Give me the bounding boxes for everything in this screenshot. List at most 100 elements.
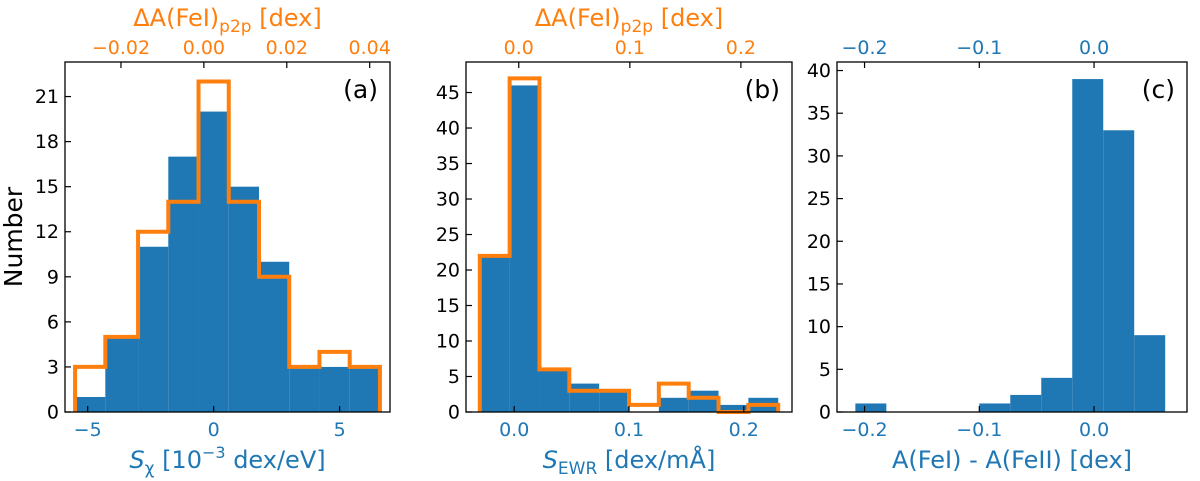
y-tick-label: 15 bbox=[35, 176, 59, 198]
y-tick-label: 45 bbox=[436, 82, 460, 104]
y-tick-label: 21 bbox=[35, 86, 59, 108]
y-tick-label: 35 bbox=[807, 103, 831, 125]
x-tick-label: 0.2 bbox=[729, 419, 759, 441]
panel-a: −5 0 5 0 3 6 9 12 15 18 21 −0.02 0.00 0.02 0.04 (a) ΔA(F… bbox=[0, 4, 391, 479]
hist-bar bbox=[349, 366, 380, 412]
hist-bar bbox=[718, 404, 749, 412]
axes-frame bbox=[64, 61, 391, 413]
y-tick-label: 20 bbox=[807, 231, 831, 253]
y-tick-label: 6 bbox=[47, 311, 59, 333]
top-tick-label: −0.2 bbox=[841, 37, 887, 59]
top-tick-label: 0.0 bbox=[504, 37, 534, 59]
hist-bar bbox=[138, 246, 169, 412]
y-tick-label: 5 bbox=[448, 366, 460, 388]
y-tick-label: 0 bbox=[448, 402, 460, 424]
y-tick-label: 15 bbox=[436, 295, 460, 317]
x-tick-label: 0 bbox=[208, 419, 220, 441]
top-axis-label-subscript: p2p bbox=[219, 17, 251, 37]
y-tick-label: 40 bbox=[436, 118, 460, 140]
x-tick-label: 0.0 bbox=[499, 419, 529, 441]
x-axis-label-symbol: S bbox=[543, 446, 558, 474]
x-tick-label: 5 bbox=[334, 419, 346, 441]
y-axis-label: Number bbox=[0, 186, 28, 287]
hist-bar bbox=[228, 186, 259, 412]
x-axis-label-subscript: χ bbox=[145, 459, 155, 479]
hist-bar bbox=[569, 383, 600, 412]
panel-label: (b) bbox=[745, 75, 780, 104]
axes-frame bbox=[836, 61, 1188, 413]
y-tick-label: 3 bbox=[47, 356, 59, 378]
x-axis-label-unit-end: dex/eV] bbox=[226, 446, 326, 474]
hist-bar bbox=[1103, 130, 1135, 413]
hist-bar bbox=[688, 390, 719, 412]
step-histogram bbox=[73, 79, 382, 412]
top-tick-label: −0.02 bbox=[92, 37, 150, 59]
top-axis-label-unit: [dex] bbox=[653, 4, 723, 32]
hist-bar bbox=[75, 396, 106, 412]
hist-bar bbox=[855, 403, 887, 412]
x-axis-label-symbol: S bbox=[129, 446, 144, 474]
hist-bar bbox=[539, 369, 570, 412]
hist-bar bbox=[979, 403, 1011, 412]
y-tick-label: 35 bbox=[436, 153, 460, 175]
hist-bar bbox=[479, 255, 510, 412]
x-tick-label: −0.1 bbox=[956, 419, 1002, 441]
x-axis-label-unit-start: [dex/m bbox=[597, 446, 689, 474]
top-axis-label: ΔA(FeI)p2p [dex] bbox=[535, 4, 723, 37]
hist-bar bbox=[168, 156, 199, 412]
hist-bar bbox=[509, 85, 540, 413]
hist-bar bbox=[658, 397, 689, 412]
hist-bar bbox=[1134, 335, 1166, 412]
panel-b: 0.0 0.1 0.2 0 5 10 15 20 25 30 35 40 45 0.0 0.1 0.2 (b) Δ… bbox=[436, 4, 793, 479]
panel-label: (a) bbox=[343, 75, 378, 104]
y-tick-label: 0 bbox=[819, 402, 831, 424]
y-tick-label: 18 bbox=[35, 131, 59, 153]
y-tick-label: 30 bbox=[807, 145, 831, 167]
y-tick-label: 0 bbox=[47, 402, 59, 424]
x-tick-label: 0.0 bbox=[1079, 419, 1109, 441]
x-axis-label-unit-end: Å] bbox=[690, 445, 716, 474]
y-tick-label: 15 bbox=[807, 273, 831, 295]
hist-bar bbox=[1010, 394, 1042, 412]
top-tick-label: 0.02 bbox=[266, 37, 308, 59]
y-tick-label: 25 bbox=[807, 188, 831, 210]
hist-bar bbox=[1072, 79, 1104, 412]
y-tick-label: 20 bbox=[436, 260, 460, 282]
top-axis-label-unit: [dex] bbox=[252, 4, 322, 32]
x-tick-label: −0.2 bbox=[841, 419, 887, 441]
x-axis-label: A(FeI) - A(FeII) [dex] bbox=[892, 446, 1132, 474]
top-axis-label-main: ΔA(FeI) bbox=[535, 4, 621, 32]
y-tick-label: 12 bbox=[35, 221, 59, 243]
x-tick-label: −5 bbox=[74, 419, 102, 441]
x-tick-label: 0.1 bbox=[614, 419, 644, 441]
top-tick-label: 0.2 bbox=[726, 37, 756, 59]
y-tick-label: 10 bbox=[807, 316, 831, 338]
y-tick-label: 25 bbox=[436, 224, 460, 246]
hist-bar bbox=[319, 366, 350, 412]
x-axis-label: SEWR [dex/mÅ] bbox=[543, 445, 716, 479]
hist-bar bbox=[198, 111, 229, 413]
y-tick-label: 9 bbox=[47, 266, 59, 288]
top-tick-label: 0.1 bbox=[615, 37, 645, 59]
y-tick-label: 40 bbox=[807, 60, 831, 82]
y-tick-label: 30 bbox=[436, 189, 460, 211]
top-axis-label-main: ΔA(FeI) bbox=[133, 4, 219, 32]
top-axis-label-subscript: p2p bbox=[621, 17, 653, 37]
x-axis-label: Sχ [10−3 dex/eV] bbox=[129, 443, 325, 479]
hist-bar bbox=[289, 366, 320, 412]
hist-bar bbox=[1041, 377, 1073, 412]
hist-bar bbox=[599, 390, 629, 412]
panel-c: −0.2 −0.1 0.0 0 5 10 15 20 25 30 35 40 −0.2 −0.1 0.0 (c… bbox=[807, 37, 1188, 474]
y-tick-label: 5 bbox=[819, 359, 831, 381]
x-axis-label-superscript: −3 bbox=[202, 443, 226, 462]
hist-bar bbox=[105, 336, 139, 412]
panel-label: (c) bbox=[1142, 75, 1175, 104]
top-axis-label: ΔA(FeI)p2p [dex] bbox=[133, 4, 321, 37]
top-tick-label: 0.00 bbox=[183, 37, 225, 59]
hist-bar bbox=[258, 261, 290, 412]
y-tick-label: 10 bbox=[436, 331, 460, 353]
top-tick-label: −0.1 bbox=[956, 37, 1002, 59]
top-tick-label: 0.04 bbox=[349, 37, 391, 59]
top-tick-label: 0.0 bbox=[1079, 37, 1109, 59]
